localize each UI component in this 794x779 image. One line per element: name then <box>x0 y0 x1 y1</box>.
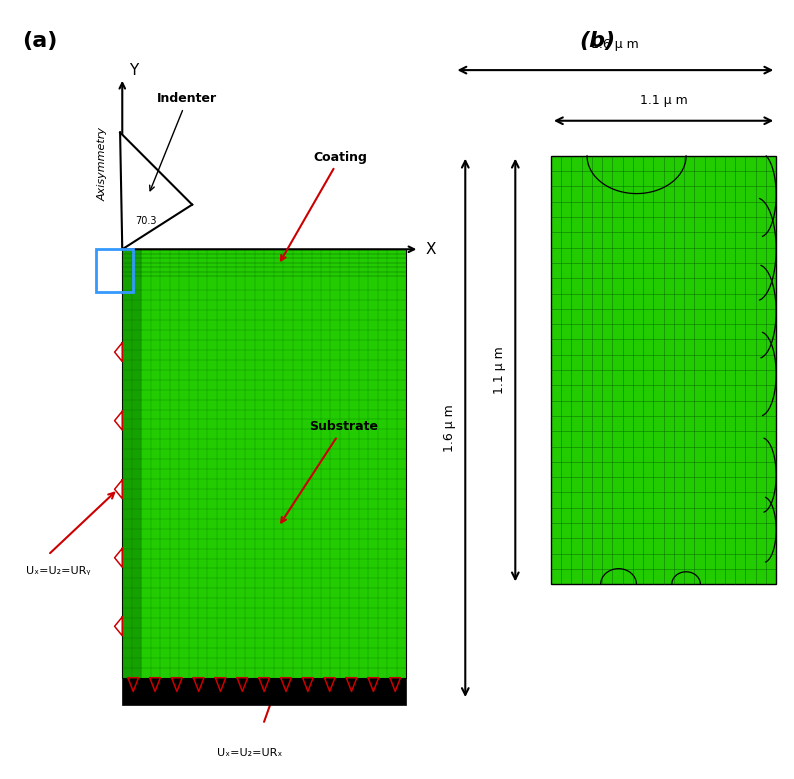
Text: Coating: Coating <box>281 150 367 260</box>
Text: X: X <box>426 241 436 257</box>
Text: Substrate: Substrate <box>281 421 378 523</box>
Text: Indenter: Indenter <box>149 92 218 191</box>
Bar <box>551 156 776 584</box>
Text: 1.1 μ m: 1.1 μ m <box>640 93 688 107</box>
Polygon shape <box>120 132 192 249</box>
Text: (b): (b) <box>580 31 615 51</box>
Bar <box>122 249 407 678</box>
Text: 1.6 μ m: 1.6 μ m <box>443 404 456 452</box>
Bar <box>122 678 407 705</box>
Text: Y: Y <box>129 62 138 78</box>
Text: Axisymmetry: Axisymmetry <box>98 127 108 200</box>
Text: 70.3: 70.3 <box>135 216 157 226</box>
Text: 1.6 μ m: 1.6 μ m <box>592 37 639 51</box>
Text: 1.1 μ m: 1.1 μ m <box>493 346 506 394</box>
Text: Uₓ=U₂=URᵧ: Uₓ=U₂=URᵧ <box>26 566 91 576</box>
Bar <box>96 249 133 292</box>
Text: (a): (a) <box>22 31 57 51</box>
Text: Uₓ=U₂=URₓ: Uₓ=U₂=URₓ <box>218 748 283 758</box>
